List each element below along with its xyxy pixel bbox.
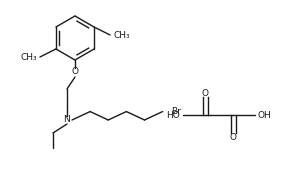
Text: CH₃: CH₃ (20, 52, 37, 62)
Text: N: N (64, 115, 70, 124)
Text: OH: OH (258, 111, 272, 119)
Text: O: O (71, 68, 78, 76)
Text: Br: Br (171, 107, 181, 116)
Text: O: O (230, 133, 237, 141)
Text: O: O (202, 89, 209, 97)
Text: CH₃: CH₃ (113, 30, 130, 40)
Text: HO: HO (166, 111, 180, 119)
